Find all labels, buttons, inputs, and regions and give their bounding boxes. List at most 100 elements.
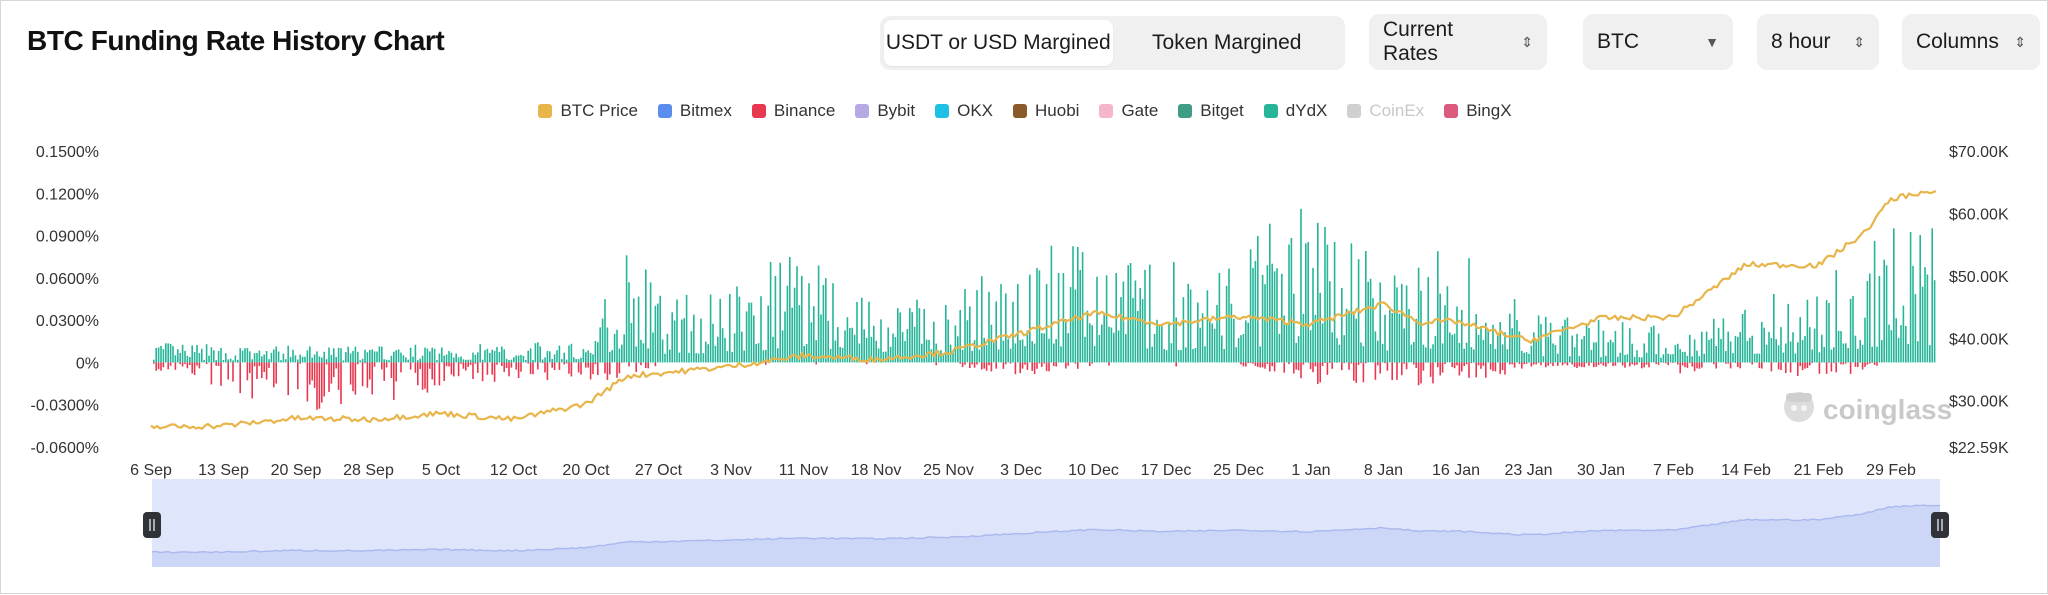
funding-bar-positive	[314, 354, 316, 362]
funding-bar-positive	[1742, 314, 1744, 363]
funding-bar-positive	[239, 348, 241, 362]
funding-bar-negative	[1826, 362, 1828, 374]
funding-bar-negative	[503, 362, 505, 372]
funding-bars	[153, 209, 1935, 410]
funding-bar-positive	[338, 348, 340, 363]
funding-bar-negative	[1684, 362, 1686, 367]
funding-bar-positive	[794, 288, 796, 363]
funding-bar-negative	[1039, 362, 1041, 363]
funding-bar-positive	[832, 283, 834, 362]
funding-bar-positive	[655, 306, 657, 363]
funding-bar-positive	[1231, 304, 1233, 363]
funding-bar-positive	[583, 349, 585, 362]
funding-bar-positive	[1615, 331, 1617, 363]
funding-bar-negative	[1245, 362, 1247, 366]
funding-bar-positive	[1202, 313, 1204, 362]
funding-bar-positive	[1132, 298, 1134, 363]
funding-bar-positive	[1286, 324, 1288, 362]
funding-bar-positive	[381, 347, 383, 363]
funding-bar-positive	[1243, 334, 1245, 362]
funding-bar-negative	[1461, 362, 1463, 371]
funding-bar-positive	[585, 352, 587, 362]
funding-bar-positive	[686, 295, 688, 363]
navigator-left-handle[interactable]	[143, 512, 161, 538]
funding-bar-positive	[1415, 319, 1417, 363]
funding-bar-negative	[1466, 362, 1468, 364]
funding-bar-positive	[1307, 242, 1309, 363]
funding-bar-positive	[1077, 247, 1079, 362]
funding-bar-positive	[357, 352, 359, 363]
funding-bar-negative	[991, 362, 993, 371]
funding-bar-positive	[722, 328, 724, 362]
funding-bar-positive	[818, 266, 820, 363]
funding-bar-negative	[1247, 362, 1249, 363]
funding-bar-negative	[239, 362, 241, 393]
funding-bar-negative	[251, 362, 253, 398]
funding-bar-positive	[400, 353, 402, 363]
funding-bar-positive	[422, 356, 424, 363]
funding-bar-positive	[568, 346, 570, 363]
funding-bar-positive	[1701, 332, 1703, 363]
funding-bar-negative	[1271, 362, 1273, 366]
funding-bar-positive	[1195, 348, 1197, 363]
funding-bar-positive	[993, 343, 995, 363]
funding-bar-negative	[1691, 362, 1693, 366]
funding-bar-positive	[1334, 242, 1336, 363]
funding-bar-negative	[1298, 362, 1300, 370]
funding-bar-positive	[1907, 344, 1909, 363]
funding-bar-positive	[806, 344, 808, 363]
funding-bar-positive	[1591, 350, 1593, 363]
funding-bar-positive	[1475, 314, 1477, 362]
funding-bar-positive	[499, 352, 501, 363]
funding-bar-positive	[1763, 328, 1765, 363]
funding-bar-positive	[1859, 340, 1861, 363]
funding-bar-negative	[227, 362, 229, 379]
funding-bar-positive	[1900, 325, 1902, 362]
funding-bar-negative	[645, 362, 647, 368]
funding-bar-positive	[1264, 284, 1266, 362]
funding-bar-positive	[292, 350, 294, 363]
funding-bar-positive	[321, 358, 323, 363]
funding-bar-positive	[1384, 315, 1386, 363]
funding-bar-positive	[1063, 273, 1065, 363]
funding-bar-positive	[215, 360, 217, 362]
funding-bar-positive	[446, 355, 448, 363]
funding-bar-positive	[969, 306, 971, 362]
funding-bar-positive	[542, 359, 544, 362]
funding-bar-positive	[916, 300, 918, 363]
funding-bar-positive	[295, 355, 297, 362]
funding-bar-positive	[743, 351, 745, 363]
funding-bar-positive	[899, 312, 901, 362]
funding-bar-positive	[345, 352, 347, 362]
funding-bar-positive	[1065, 319, 1067, 362]
funding-bar-positive	[667, 334, 669, 363]
funding-bar-negative	[571, 362, 573, 376]
funding-bar-positive	[1864, 318, 1866, 363]
funding-bar-positive	[868, 302, 870, 363]
funding-bar-positive	[1305, 243, 1307, 362]
funding-bar-negative	[1715, 362, 1717, 368]
funding-bar-positive	[484, 350, 486, 362]
funding-bar-negative	[1459, 362, 1461, 375]
funding-bar-negative	[443, 362, 445, 381]
funding-bar-negative	[1360, 362, 1362, 363]
funding-bar-positive	[621, 345, 623, 363]
funding-bar-positive	[513, 357, 515, 362]
funding-bar-negative	[1538, 362, 1540, 363]
funding-bar-positive	[369, 350, 371, 363]
funding-bar-positive	[825, 278, 827, 362]
funding-bar-negative	[501, 362, 503, 366]
funding-bar-negative	[1019, 362, 1021, 373]
funding-bar-positive	[326, 359, 328, 362]
funding-bar-negative	[287, 362, 289, 395]
funding-bar-positive	[352, 351, 354, 362]
funding-bar-negative	[1629, 362, 1631, 366]
funding-bar-positive	[309, 346, 311, 362]
funding-bar-negative	[566, 362, 568, 363]
funding-bar-positive	[1735, 336, 1737, 362]
right-tick-label: $70.00K	[1949, 144, 2009, 161]
funding-bar-positive	[923, 309, 925, 363]
navigator-right-handle[interactable]	[1931, 512, 1949, 538]
funding-bar-negative	[1454, 362, 1456, 368]
funding-bar-negative	[268, 362, 270, 368]
